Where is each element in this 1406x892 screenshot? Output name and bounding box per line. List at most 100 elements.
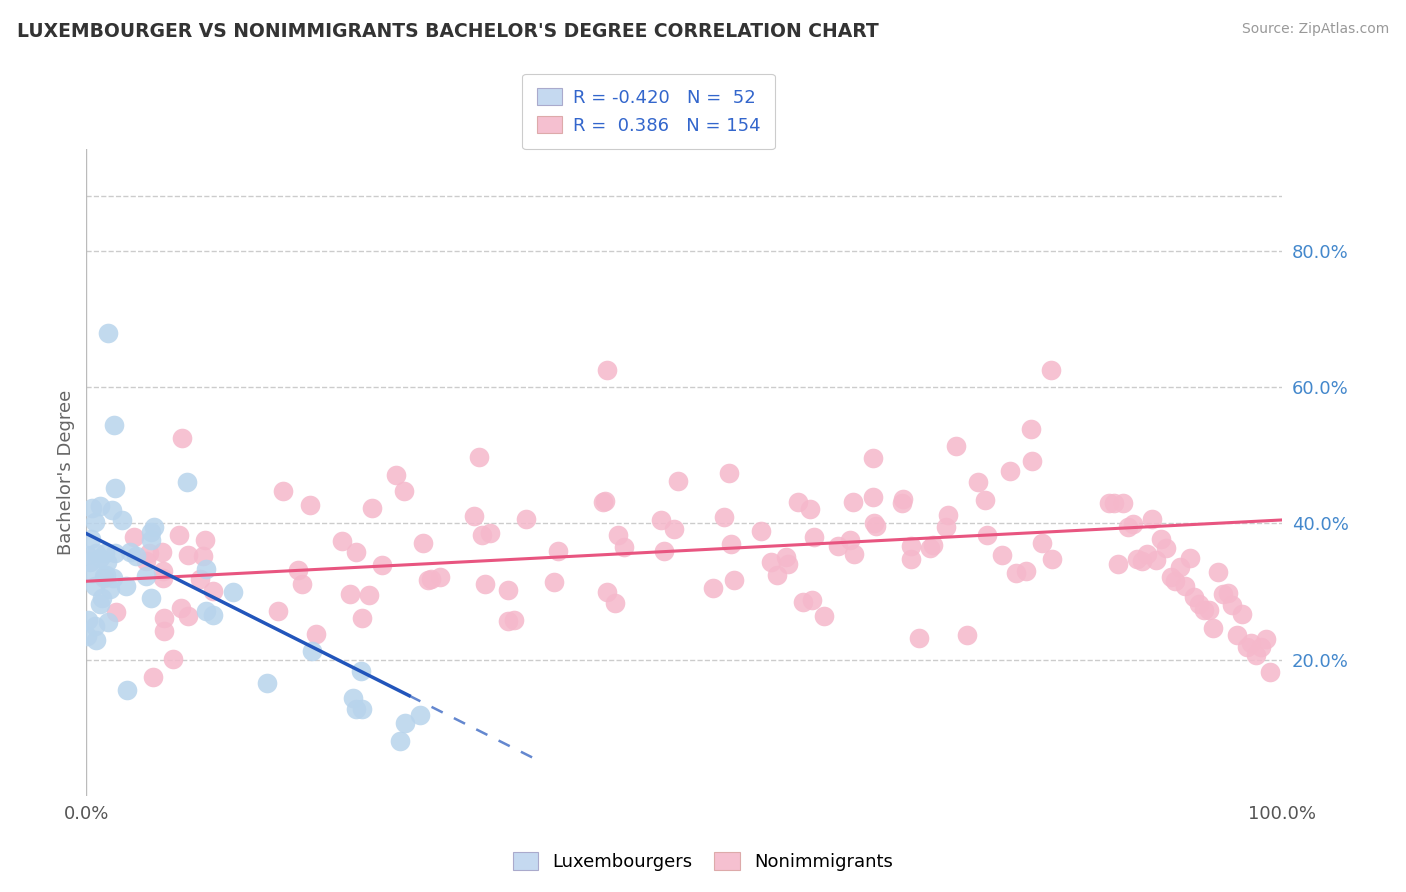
Point	[502, 613, 524, 627]
Point	[394, 716, 416, 731]
Point	[152, 564, 174, 578]
Point	[416, 574, 439, 588]
Point	[595, 363, 617, 377]
Point	[138, 546, 160, 560]
Point	[110, 513, 132, 527]
Point	[194, 533, 217, 548]
Point	[921, 538, 943, 552]
Point	[84, 515, 107, 529]
Point	[936, 508, 959, 523]
Point	[115, 683, 138, 698]
Point	[1258, 665, 1281, 679]
Point	[420, 573, 443, 587]
Point	[118, 544, 141, 558]
Point	[1236, 640, 1258, 654]
Point	[666, 474, 689, 488]
Point	[91, 591, 114, 605]
Point	[900, 552, 922, 566]
Point	[1112, 496, 1135, 510]
Point	[429, 570, 451, 584]
Point	[389, 733, 412, 747]
Point	[202, 607, 225, 622]
Point	[188, 572, 211, 586]
Point	[891, 491, 914, 506]
Point	[842, 495, 865, 509]
Point	[776, 558, 799, 572]
Point	[1216, 586, 1239, 600]
Point	[77, 613, 100, 627]
Point	[104, 481, 127, 495]
Point	[990, 549, 1012, 563]
Point	[543, 574, 565, 589]
Point	[547, 544, 569, 558]
Point	[409, 708, 432, 723]
Point	[596, 585, 619, 599]
Point	[330, 533, 353, 548]
Point	[1154, 541, 1177, 556]
Point	[1188, 597, 1211, 611]
Point	[976, 528, 998, 542]
Point	[101, 502, 124, 516]
Point	[94, 567, 117, 582]
Point	[1130, 554, 1153, 568]
Point	[759, 555, 782, 569]
Point	[865, 519, 887, 533]
Point	[799, 502, 821, 516]
Point	[350, 610, 373, 624]
Point	[613, 540, 636, 554]
Point	[1244, 648, 1267, 663]
Point	[287, 563, 309, 577]
Point	[105, 605, 128, 619]
Point	[1021, 454, 1043, 468]
Point	[1226, 628, 1249, 642]
Point	[792, 595, 814, 609]
Point	[271, 484, 294, 499]
Point	[135, 554, 157, 568]
Point	[170, 600, 193, 615]
Point	[290, 576, 312, 591]
Point	[76, 548, 98, 562]
Point	[593, 494, 616, 508]
Point	[766, 567, 789, 582]
Point	[607, 528, 630, 542]
Point	[152, 611, 174, 625]
Point	[167, 528, 190, 542]
Point	[862, 490, 884, 504]
Point	[84, 579, 107, 593]
Point	[104, 546, 127, 560]
Point	[139, 533, 162, 547]
Point	[603, 596, 626, 610]
Point	[720, 537, 742, 551]
Point	[1178, 551, 1201, 566]
Point	[1005, 566, 1028, 580]
Point	[935, 520, 957, 534]
Point	[344, 545, 367, 559]
Point	[515, 512, 537, 526]
Point	[89, 597, 111, 611]
Point	[256, 675, 278, 690]
Point	[86, 632, 108, 647]
Y-axis label: Bachelor's Degree: Bachelor's Degree	[58, 390, 75, 555]
Point	[723, 573, 745, 587]
Point	[967, 475, 990, 489]
Point	[891, 496, 914, 510]
Point	[1021, 422, 1043, 436]
Point	[89, 551, 111, 566]
Point	[359, 588, 381, 602]
Text: LUXEMBOURGER VS NONIMMIGRANTS BACHELOR'S DEGREE CORRELATION CHART: LUXEMBOURGER VS NONIMMIGRANTS BACHELOR'S…	[17, 22, 879, 41]
Point	[842, 547, 865, 561]
Point	[371, 558, 394, 572]
Point	[1126, 552, 1149, 566]
Point	[115, 579, 138, 593]
Point	[1168, 560, 1191, 574]
Point	[162, 651, 184, 665]
Point	[298, 498, 321, 512]
Point	[717, 466, 740, 480]
Point	[862, 451, 884, 466]
Point	[82, 501, 104, 516]
Point	[412, 536, 434, 550]
Point	[76, 629, 98, 643]
Point	[1098, 496, 1121, 510]
Point	[103, 417, 125, 432]
Point	[813, 609, 835, 624]
